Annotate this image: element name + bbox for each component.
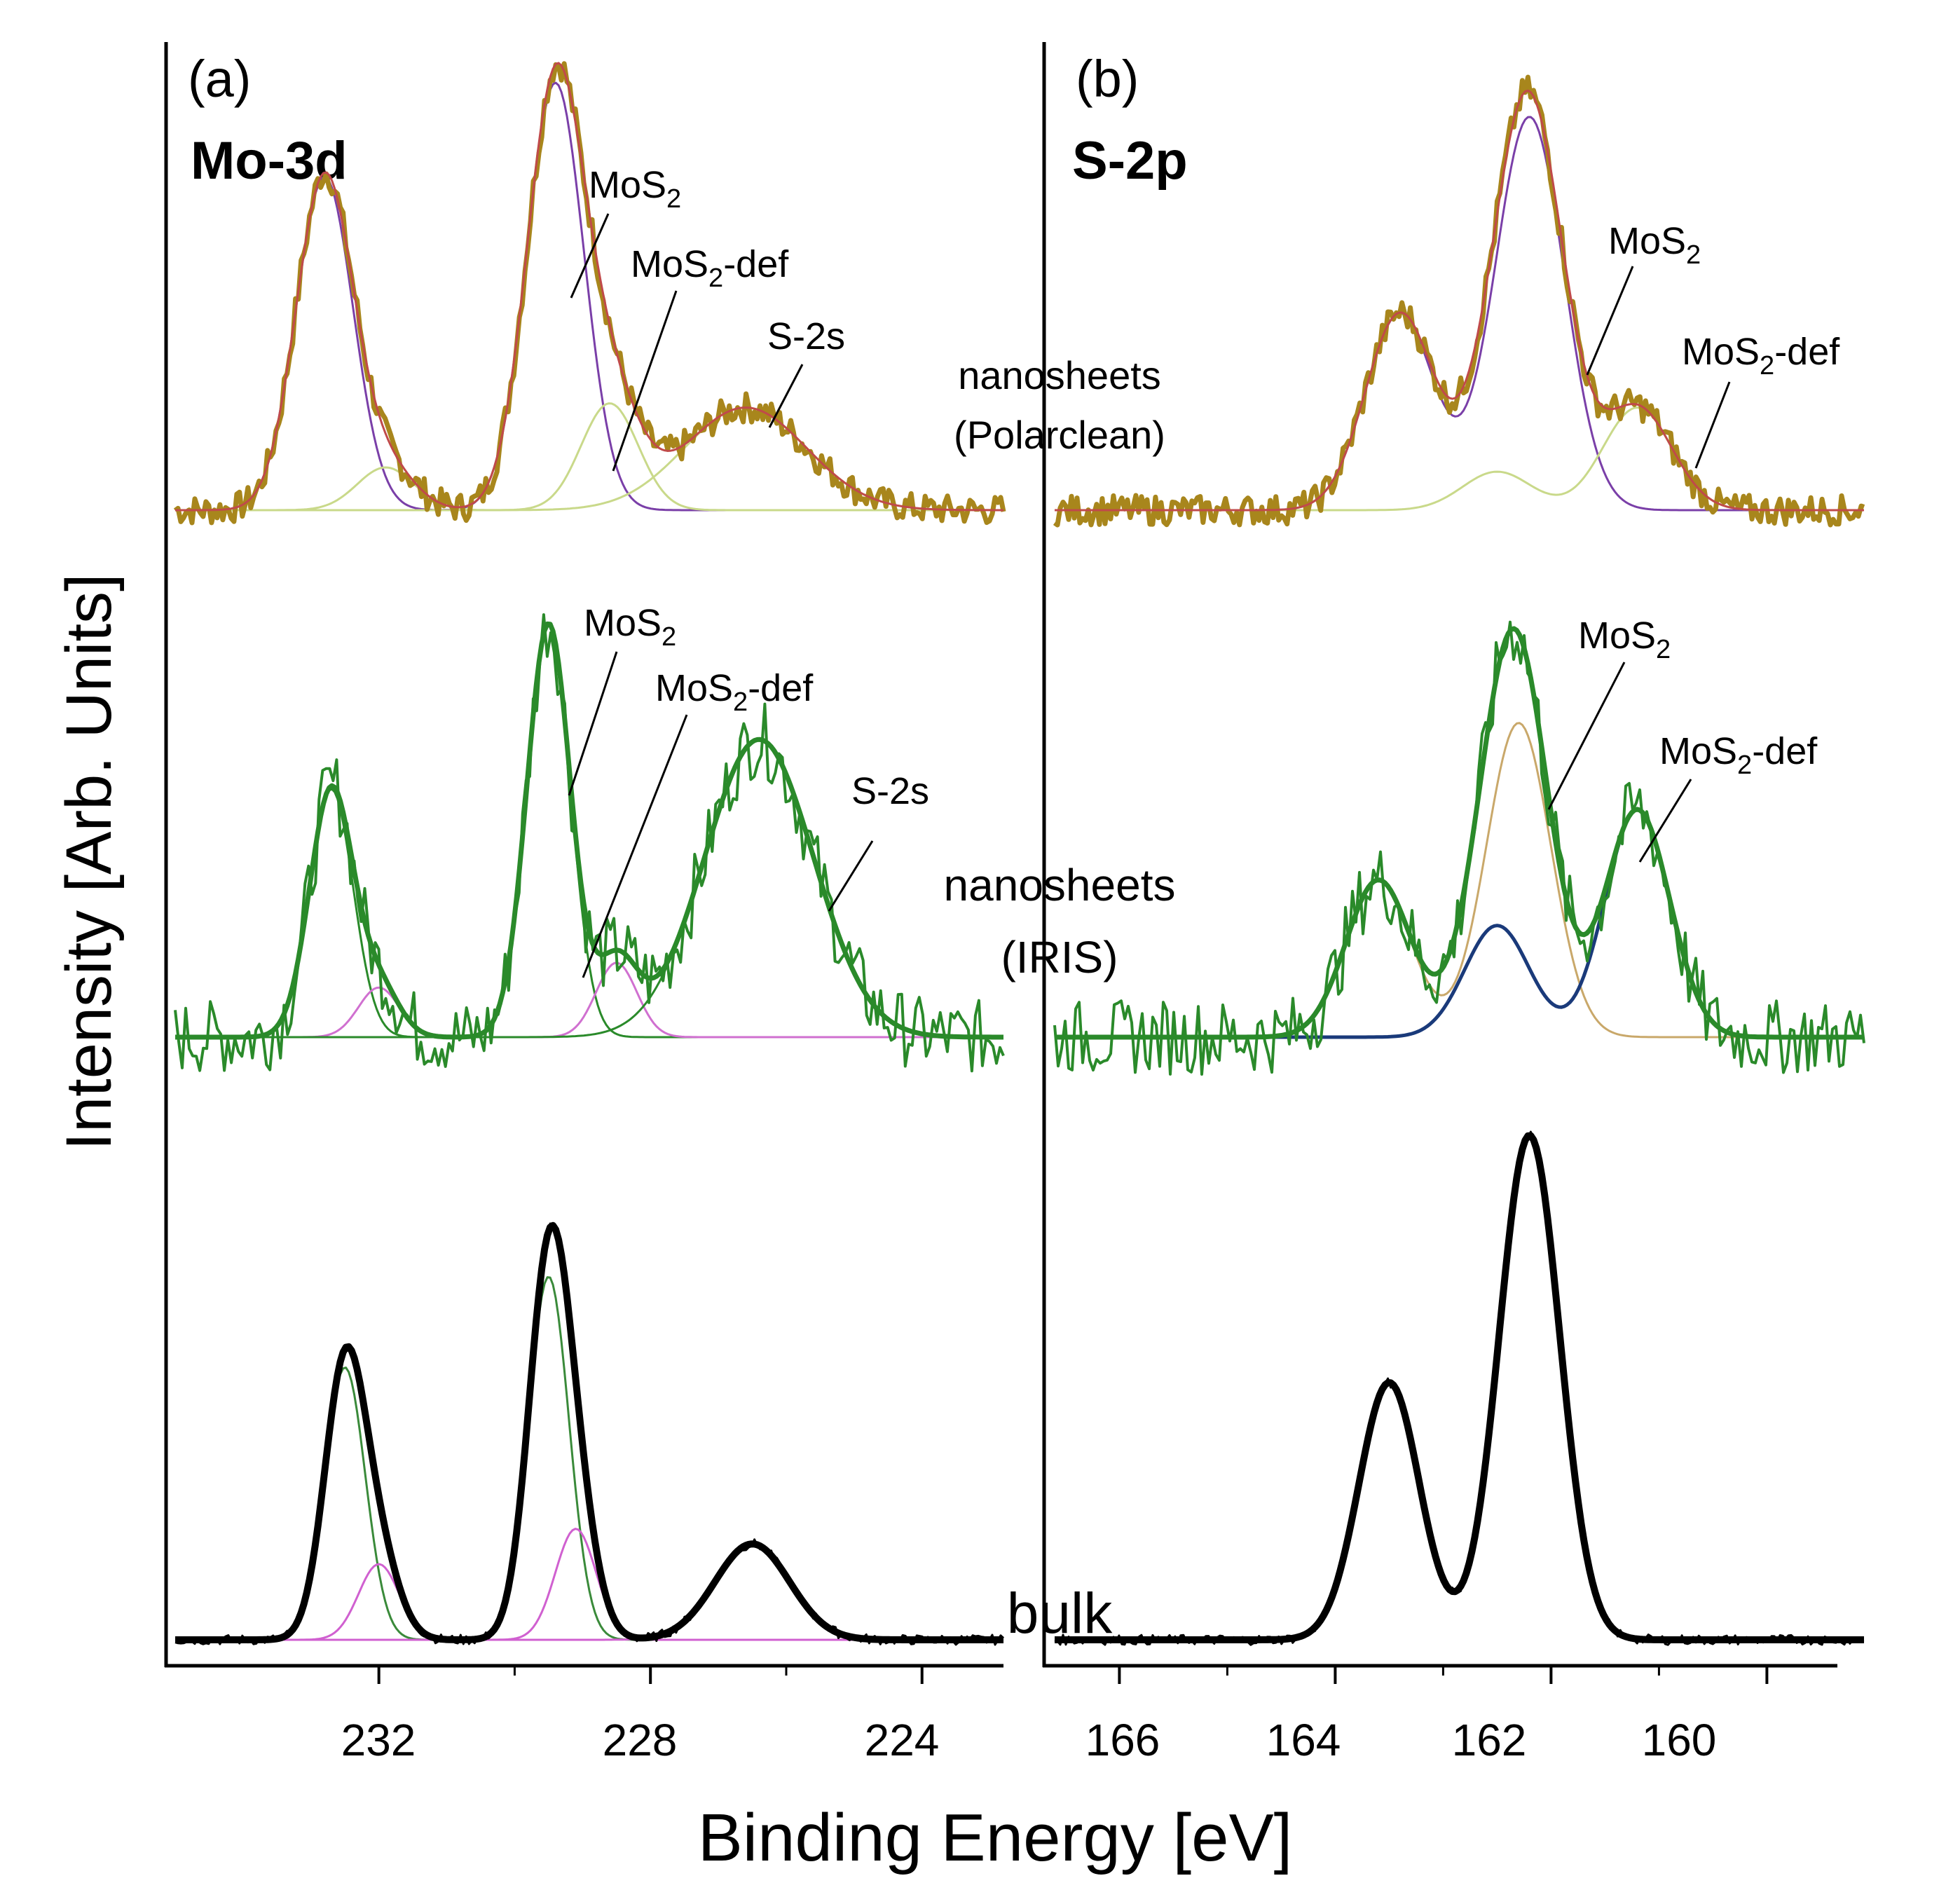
leader-b-top-def: [1694, 381, 1731, 469]
data-s2p-nanosheets-polarclean: [1053, 74, 1865, 528]
sample-label-bulk: bulk: [1007, 1582, 1113, 1645]
tick-label-160: 160: [1642, 1715, 1717, 1765]
annot-a-mid-mos2: MoS2: [584, 602, 676, 652]
panel-a-letter: (a): [188, 50, 251, 108]
tick-label-166: 166: [1085, 1715, 1160, 1765]
annot-a-top-mos2: MoS2: [589, 164, 681, 214]
axes: [164, 42, 1837, 1684]
envelope-mo3d-bulk: [174, 1221, 1004, 1643]
sample-label-polarclean-line1: nanosheets: [958, 353, 1161, 397]
annotation-leaders: [568, 213, 1731, 978]
component-mo3d-nanosheets-polarclean-mos2-def: [175, 402, 1003, 512]
panel-b-title: S-2p: [1072, 131, 1188, 191]
annot-a-mid-s2s: S-2s: [851, 770, 929, 812]
annot-b-top-mos2: MoS2: [1608, 220, 1701, 270]
y-axis-title: Intensity [Arb. Units]: [53, 573, 125, 1150]
x-axis-title: Binding Energy [eV]: [698, 1800, 1293, 1875]
sample-label-iris-line1: nanosheets: [944, 860, 1176, 910]
leader-a-top-s2s: [768, 364, 804, 428]
leader-a-mid-def: [582, 714, 688, 978]
envelope-s2p-bulk: [1054, 1132, 1865, 1643]
tick-label-228: 228: [603, 1715, 678, 1765]
leader-b-mid-def: [1638, 779, 1692, 863]
envelope-s2p-nanosheets-polarclean: [1055, 89, 1864, 512]
annot-b-top-def: MoS2-def: [1682, 331, 1840, 381]
leader-a-top-def: [612, 290, 678, 472]
annot-b-mid-def: MoS2-def: [1659, 730, 1818, 780]
tick-label-162: 162: [1452, 1715, 1527, 1765]
envelope-mo3d-nanosheets-polarclean: [175, 62, 1003, 512]
annot-b-mid-mos2: MoS2: [1578, 615, 1671, 664]
panel-b-letter: (b): [1076, 50, 1139, 108]
tick-label-164: 164: [1266, 1715, 1341, 1765]
sample-label-iris-line2: (IRIS): [1001, 932, 1118, 982]
annot-a-top-def: MoS2-def: [631, 243, 789, 293]
tick-label-224: 224: [865, 1715, 940, 1765]
leader-a-mid-mos2: [568, 651, 618, 796]
tick-group: [377, 1666, 1769, 1684]
leader-b-top-mos2: [1586, 266, 1634, 376]
envelope-s2p-nanosheets-iris: [1055, 626, 1864, 1040]
sample-label-polarclean-line2: (Polarclean): [954, 413, 1165, 457]
annot-a-top-s2s: S-2s: [767, 315, 845, 357]
tick-label-232: 232: [341, 1715, 416, 1765]
leader-b-mid-mos2: [1547, 662, 1626, 810]
annot-a-mid-def: MoS2-def: [655, 667, 814, 717]
envelope-mo3d-nanosheets-iris: [175, 621, 1003, 1040]
leader-a-mid-s2s: [828, 840, 874, 912]
spectra-group: [173, 61, 1865, 1646]
leader-a-top-mos2: [570, 213, 610, 299]
